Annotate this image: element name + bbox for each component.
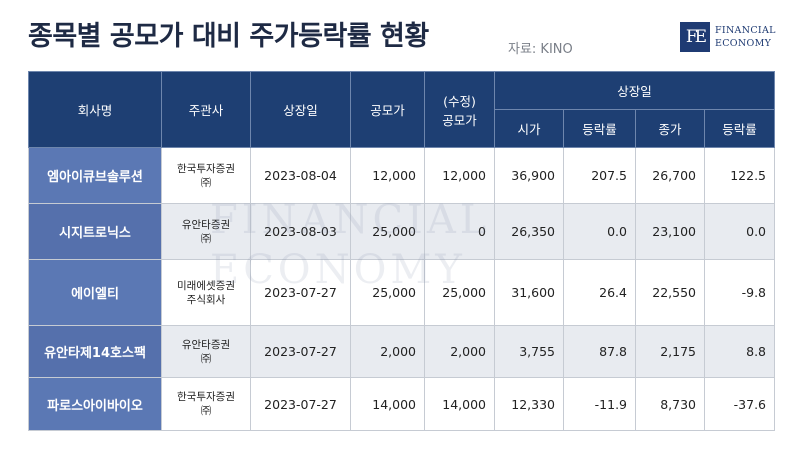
close-price-cell: 22,550 <box>635 259 705 326</box>
table-row: 에이엘티 미래에셋증권 주식회사 2023-07-27 25,000 25,00… <box>28 259 776 326</box>
underwriter-line-2: ㈜ <box>200 176 212 189</box>
company-cell: 파로스아이바이오 <box>28 377 162 431</box>
offer-price-cell: 12,000 <box>350 147 425 204</box>
close-change-cell: -9.8 <box>703 259 776 326</box>
close-change-cell: 0.0 <box>703 203 776 260</box>
header-underwriter: 주관사 <box>161 71 251 148</box>
listing-date-cell: 2023-08-04 <box>250 147 351 204</box>
underwriter-cell: 한국투자증권 ㈜ <box>161 377 251 431</box>
table-row: 유안타제14호스팩 유안타증권 ㈜ 2023-07-27 2,000 2,000… <box>28 325 776 378</box>
listing-date-cell: 2023-07-27 <box>250 259 351 326</box>
offer-price-cell: 2,000 <box>350 325 425 378</box>
underwriter-line-2: ㈜ <box>200 232 212 245</box>
underwriter-line-1: 유안타증권 <box>181 338 231 351</box>
open-price-cell: 36,900 <box>494 147 564 204</box>
underwriter-cell: 유안타증권 ㈜ <box>161 325 251 378</box>
revised-offer-cell: 0 <box>424 203 495 260</box>
open-change-cell: 87.8 <box>563 325 636 378</box>
revised-offer-cell: 14,000 <box>424 377 495 431</box>
close-price-cell: 2,175 <box>635 325 705 378</box>
company-cell: 시지트로닉스 <box>28 203 162 260</box>
company-cell: 에이엘티 <box>28 259 162 326</box>
listing-date-cell: 2023-08-03 <box>250 203 351 260</box>
underwriter-line-2: 주식회사 <box>186 293 226 306</box>
listing-date-cell: 2023-07-27 <box>250 377 351 431</box>
open-change-cell: -11.9 <box>563 377 636 431</box>
close-price-cell: 26,700 <box>635 147 705 204</box>
underwriter-cell: 미래에셋증권 주식회사 <box>161 259 251 326</box>
revised-offer-cell: 2,000 <box>424 325 495 378</box>
logo-wordmark: FINANCIAL ECONOMY <box>715 24 776 50</box>
header-company: 회사명 <box>28 71 162 148</box>
underwriter-line-1: 한국투자증권 <box>177 391 235 403</box>
underwriter-line-1: 한국투자증권 <box>177 162 235 175</box>
table-row: 시지트로닉스 유안타증권 ㈜ 2023-08-03 25,000 0 26,35… <box>28 203 776 260</box>
brand-logo: FE FINANCIAL ECONOMY <box>680 22 776 52</box>
open-price-cell: 12,330 <box>494 377 564 431</box>
open-price-cell: 31,600 <box>494 259 564 326</box>
close-price-cell: 8,730 <box>635 377 705 431</box>
source-note: 자료: KINO <box>508 42 573 57</box>
revised-offer-cell: 25,000 <box>424 259 495 326</box>
page-title: 종목별 공모가 대비 주가등락률 현황 <box>28 21 429 52</box>
ipo-table: 회사명 주관사 상장일 공모가 (수정) 공모가 상장일 시가 등락률 종가 등… <box>28 71 776 431</box>
open-price-cell: 26,350 <box>494 203 564 260</box>
open-change-cell: 26.4 <box>563 259 636 326</box>
header-open-change: 등락률 <box>563 109 636 148</box>
header-offer-price: 공모가 <box>350 71 425 148</box>
company-cell: 엠아이큐브솔루션 <box>28 147 162 204</box>
header-listing-group: 상장일 <box>493 71 776 110</box>
header-listing-date: 상장일 <box>250 71 351 148</box>
company-cell: 유안타제14호스팩 <box>28 325 162 378</box>
table-row: 파로스아이바이오 한국투자증권 ㈜ 2023-07-27 14,000 14,0… <box>28 377 776 431</box>
header-open: 시가 <box>494 109 564 148</box>
underwriter-line-2: ㈜ <box>200 352 212 365</box>
close-change-cell: 8.8 <box>703 325 776 378</box>
table-row: 엠아이큐브솔루션 한국투자증권 ㈜ 2023-08-04 12,000 12,0… <box>28 147 776 204</box>
header-revised-offer: (수정) 공모가 <box>424 71 495 148</box>
close-change-cell: 122.5 <box>703 147 776 204</box>
listing-date-cell: 2023-07-27 <box>250 325 351 378</box>
open-change-cell: 207.5 <box>563 147 636 204</box>
offer-price-cell: 14,000 <box>350 377 425 431</box>
underwriter-line-1: 미래에셋증권 <box>177 279 235 292</box>
underwriter-cell: 한국투자증권 ㈜ <box>161 147 251 204</box>
revised-offer-cell: 12,000 <box>424 147 495 204</box>
header-close: 종가 <box>635 109 705 148</box>
header-revised-offer-line-2: 공모가 <box>442 112 477 128</box>
underwriter-line-1: 유안타증권 <box>181 218 231 231</box>
offer-price-cell: 25,000 <box>350 259 425 326</box>
underwriter-cell: 유안타증권 ㈜ <box>161 203 251 260</box>
underwriter-line-2: ㈜ <box>200 405 212 417</box>
open-price-cell: 3,755 <box>494 325 564 378</box>
open-change-cell: 0.0 <box>563 203 636 260</box>
logo-line-1: FINANCIAL <box>715 25 776 36</box>
logo-line-2: ECONOMY <box>715 38 772 49</box>
offer-price-cell: 25,000 <box>350 203 425 260</box>
close-change-cell: -37.6 <box>703 377 776 431</box>
header-revised-offer-line-1: (수정) <box>443 93 476 109</box>
logo-mark-icon: FE <box>680 22 710 52</box>
close-price-cell: 23,100 <box>635 203 705 260</box>
header-close-change: 등락률 <box>703 109 776 148</box>
